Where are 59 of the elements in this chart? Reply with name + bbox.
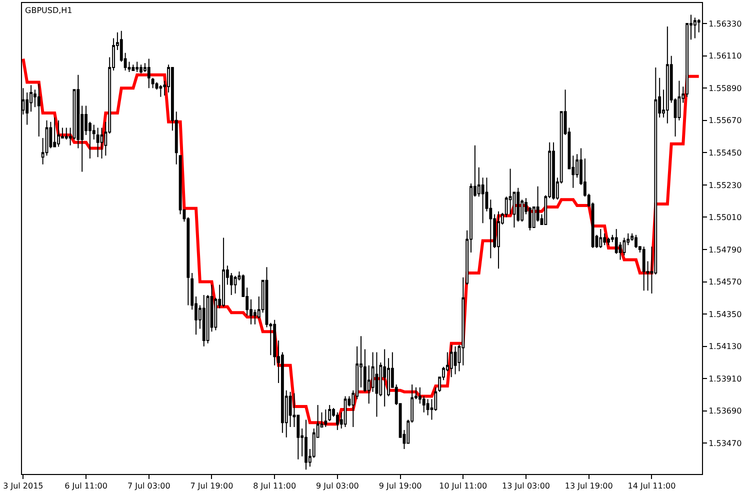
- y-tick-label: 1.55890: [708, 84, 742, 93]
- x-tick-label: 7 Jul 03:00: [127, 482, 170, 491]
- candlestick: [607, 237, 610, 246]
- candlestick: [151, 77, 154, 89]
- y-tick-label: 1.53470: [708, 438, 742, 448]
- x-tick-label: 14 Jul 11:00: [628, 482, 676, 491]
- y-tick-label: 1.56330: [708, 19, 742, 28]
- y-tick-label: 1.53690: [708, 406, 742, 416]
- y-tick-label: 1.55230: [708, 180, 742, 190]
- y-tick-label: 1.54350: [708, 310, 742, 319]
- candlestick: [552, 142, 555, 200]
- y-tick-label: 1.55670: [708, 116, 742, 126]
- candlestick: [622, 237, 626, 256]
- candlestick: [132, 64, 135, 71]
- candlestick: [328, 404, 332, 422]
- candlestick: [693, 17, 696, 39]
- candlestick: [383, 348, 386, 407]
- candlestick: [324, 408, 328, 428]
- candlestick: [147, 58, 150, 89]
- candlestick: [634, 234, 638, 249]
- candlestick: [336, 412, 339, 430]
- candlestick: [53, 116, 56, 148]
- candlestick: [642, 246, 646, 292]
- candlestick: [426, 398, 430, 416]
- y-tick-label: 1.54790: [708, 245, 742, 254]
- x-tick-label: 13 Jul 03:00: [502, 482, 550, 491]
- chart-title: GBPUSD,H1: [25, 6, 72, 15]
- candlestick: [96, 127, 100, 158]
- candlestick: [159, 84, 162, 98]
- x-tick-label: 7 Jul 19:00: [190, 482, 234, 491]
- x-tick-label: 9 Jul 03:00: [316, 482, 359, 491]
- candlestick: [344, 396, 347, 428]
- y-tick-label: 1.55010: [708, 213, 742, 222]
- candlestick: [222, 237, 225, 308]
- y-tick-label: 1.54130: [708, 342, 742, 352]
- candlestick: [603, 232, 606, 246]
- x-tick-label: 8 Jul 11:00: [253, 482, 296, 491]
- candlestick: [497, 210, 500, 270]
- candlestick: [37, 83, 40, 138]
- y-tick-label: 1.54570: [708, 278, 742, 287]
- y-tick-label: 1.55450: [708, 148, 742, 158]
- candlestick: [450, 344, 453, 378]
- candlestick: [304, 419, 308, 470]
- y-tick-label: 1.53910: [708, 374, 742, 384]
- x-tick-label: 3 Jul 2015: [3, 482, 44, 491]
- candlestick: [136, 61, 139, 72]
- x-tick-label: 6 Jul 11:00: [64, 482, 108, 491]
- candlestick: [375, 352, 378, 418]
- x-tick-label: 9 Jul 19:00: [378, 482, 422, 491]
- candlestick: [140, 64, 142, 74]
- candlestick: [666, 26, 669, 124]
- x-tick-label: 13 Jul 19:00: [564, 482, 613, 491]
- candlestick: [454, 346, 457, 375]
- y-tick-label: 1.56110: [708, 52, 742, 61]
- candlestick: [234, 275, 237, 294]
- candlestick: [202, 294, 206, 347]
- candlestick: [599, 228, 602, 249]
- candlestick: [57, 120, 60, 148]
- x-tick-label: 10 Jul 11:00: [439, 482, 488, 491]
